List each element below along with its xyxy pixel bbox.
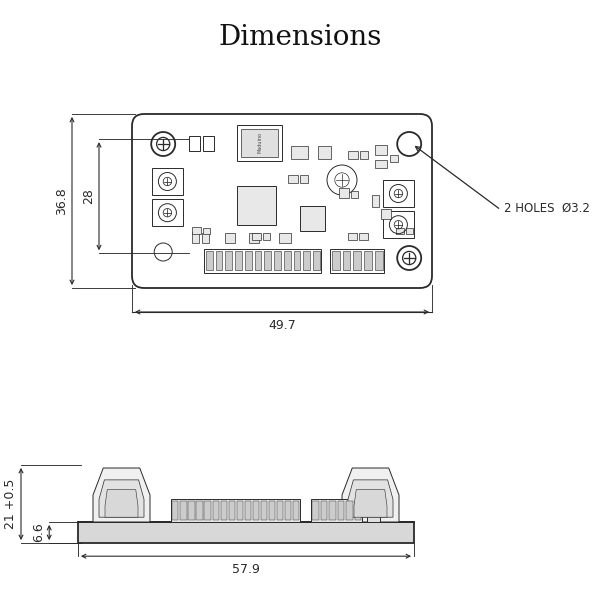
Bar: [274, 251, 281, 270]
Polygon shape: [105, 490, 138, 517]
Bar: [279, 233, 291, 243]
Bar: [215, 251, 222, 270]
Bar: [348, 151, 358, 159]
Bar: [237, 501, 243, 520]
Bar: [205, 501, 211, 520]
Bar: [351, 191, 358, 198]
Bar: [359, 233, 368, 240]
Polygon shape: [99, 480, 144, 517]
Bar: [320, 501, 327, 520]
Bar: [311, 499, 362, 522]
Bar: [252, 233, 261, 240]
Bar: [206, 251, 212, 270]
Bar: [375, 160, 387, 168]
Bar: [339, 188, 349, 198]
Bar: [78, 522, 414, 543]
Text: 36.8: 36.8: [55, 187, 68, 215]
Bar: [180, 501, 187, 520]
Text: 49.7: 49.7: [268, 319, 296, 332]
Bar: [188, 501, 194, 520]
Bar: [204, 249, 321, 273]
Bar: [343, 251, 350, 270]
Bar: [237, 125, 282, 161]
Text: 6.6: 6.6: [32, 523, 45, 542]
Bar: [284, 251, 290, 270]
Bar: [241, 129, 278, 157]
Bar: [383, 180, 414, 207]
Bar: [263, 233, 270, 240]
Bar: [152, 199, 183, 226]
Bar: [202, 233, 209, 243]
Text: Maduino: Maduino: [257, 132, 262, 153]
Bar: [337, 501, 344, 520]
Bar: [300, 206, 325, 231]
Bar: [332, 251, 340, 270]
Bar: [172, 501, 178, 520]
Bar: [348, 233, 357, 240]
Bar: [212, 501, 219, 520]
Bar: [346, 501, 353, 520]
Bar: [396, 228, 404, 234]
Bar: [203, 136, 214, 151]
Bar: [364, 251, 372, 270]
Bar: [229, 501, 235, 520]
Bar: [203, 228, 210, 234]
Bar: [367, 505, 380, 522]
Bar: [253, 501, 259, 520]
Bar: [381, 209, 391, 219]
Bar: [196, 501, 203, 520]
Text: Dimensions: Dimensions: [218, 24, 382, 51]
Bar: [375, 145, 387, 155]
Bar: [192, 232, 199, 243]
FancyBboxPatch shape: [132, 114, 432, 288]
Bar: [390, 155, 398, 162]
Polygon shape: [342, 468, 399, 522]
Bar: [291, 146, 308, 159]
Text: 2 HOLES  Ø3.2: 2 HOLES Ø3.2: [504, 202, 590, 215]
Bar: [312, 501, 319, 520]
Bar: [152, 168, 183, 195]
Bar: [245, 251, 251, 270]
Bar: [189, 136, 200, 151]
Bar: [406, 228, 413, 234]
Text: 57.9: 57.9: [232, 563, 260, 577]
Polygon shape: [354, 490, 387, 517]
Bar: [293, 501, 299, 520]
Bar: [265, 251, 271, 270]
Bar: [269, 501, 275, 520]
Bar: [330, 249, 384, 273]
Bar: [171, 499, 300, 522]
Bar: [353, 251, 361, 270]
Bar: [300, 175, 308, 183]
Bar: [288, 175, 298, 183]
Bar: [192, 227, 201, 234]
Bar: [225, 233, 235, 243]
Bar: [360, 151, 368, 159]
Bar: [329, 501, 336, 520]
Bar: [285, 501, 292, 520]
Text: 21 +0.5: 21 +0.5: [4, 479, 17, 529]
Bar: [221, 501, 227, 520]
Bar: [225, 251, 232, 270]
Bar: [235, 251, 242, 270]
Polygon shape: [93, 468, 150, 522]
Bar: [355, 501, 361, 520]
Polygon shape: [348, 480, 393, 517]
Bar: [293, 251, 300, 270]
Bar: [303, 251, 310, 270]
Bar: [277, 501, 283, 520]
Text: 28: 28: [82, 188, 95, 204]
Bar: [318, 146, 331, 159]
Bar: [383, 211, 414, 238]
Bar: [245, 501, 251, 520]
Bar: [237, 186, 276, 225]
Bar: [372, 195, 379, 207]
Bar: [375, 251, 383, 270]
Bar: [313, 251, 320, 270]
Bar: [249, 233, 259, 243]
Bar: [261, 501, 267, 520]
Bar: [254, 251, 261, 270]
